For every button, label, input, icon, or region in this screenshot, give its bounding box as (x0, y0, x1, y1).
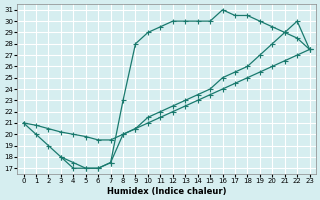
X-axis label: Humidex (Indice chaleur): Humidex (Indice chaleur) (107, 187, 226, 196)
